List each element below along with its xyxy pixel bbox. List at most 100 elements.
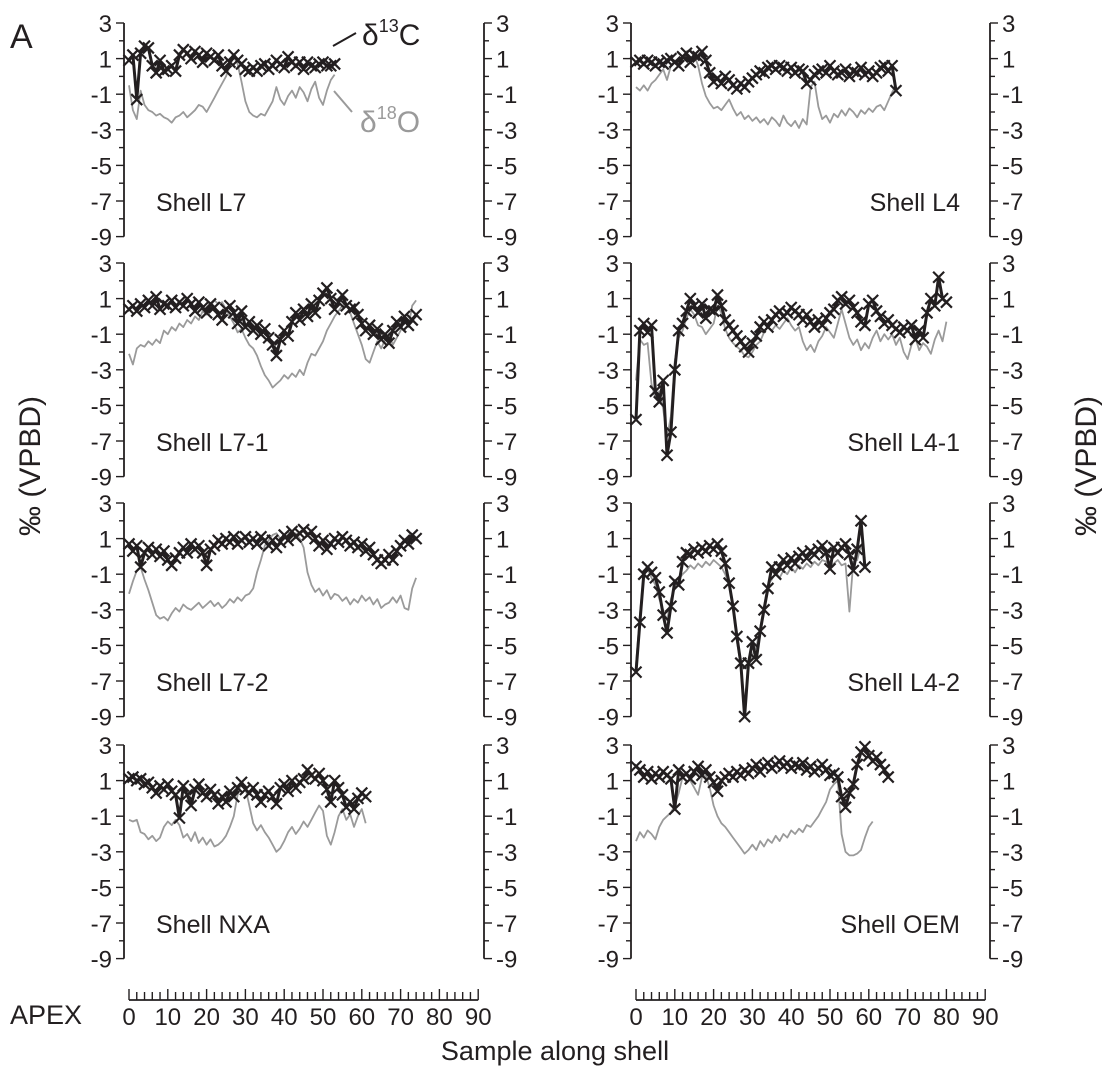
y-tick-label-right: -9 bbox=[1002, 225, 1023, 252]
d13c-point-marker bbox=[324, 59, 338, 72]
d13c-point-marker bbox=[726, 599, 740, 613]
d13c-point-marker bbox=[641, 54, 654, 67]
d13c-point-marker bbox=[645, 319, 658, 332]
d13c-point-marker bbox=[347, 802, 361, 816]
y-tick-label-right: -3 bbox=[496, 358, 517, 385]
y-tick-label-right: -5 bbox=[1002, 633, 1023, 660]
y-tick-label-left: -5 bbox=[91, 153, 112, 180]
x-tick-label: 80 bbox=[426, 1004, 453, 1031]
y-tick-label-right: 1 bbox=[496, 769, 509, 796]
y-tick-label-left: -3 bbox=[598, 598, 619, 625]
d13c-point-marker bbox=[633, 615, 647, 629]
y-tick-label-left: -7 bbox=[91, 669, 112, 696]
y-tick-label-left: -9 bbox=[598, 705, 619, 732]
y-tick-label-left: -3 bbox=[91, 598, 112, 625]
d13c-point-marker bbox=[305, 525, 318, 538]
panel-shell-l7: 3 3 1 1 -1 -1 -3 -3 -5 -5 -7 -7 -9 -9 Shell L7 bbox=[91, 11, 518, 252]
d13c-point-marker bbox=[850, 758, 864, 771]
y-tick-label-left: -1 bbox=[598, 82, 619, 109]
x-axis-right: 0 10 20 30 40 50 60 70 80 90 bbox=[629, 989, 999, 1031]
d13c-point-marker bbox=[680, 304, 693, 318]
d13c-point-marker bbox=[885, 59, 899, 72]
d13c-point-marker bbox=[711, 785, 724, 798]
d13c-point-marker bbox=[347, 301, 361, 314]
series-d13c-line bbox=[634, 519, 867, 719]
d13c-point-marker bbox=[660, 448, 674, 462]
d13c-point-marker bbox=[235, 776, 248, 789]
y-tick-label-left: -3 bbox=[598, 358, 619, 385]
d13c-point-marker bbox=[854, 61, 868, 74]
y-tick-label-left: -3 bbox=[91, 118, 112, 145]
y-tick-label-right: -1 bbox=[496, 82, 517, 109]
y-tick-label-left: 3 bbox=[99, 251, 112, 278]
y-tick-label-right: -3 bbox=[496, 840, 517, 867]
d13c-point-marker bbox=[742, 345, 755, 359]
d13c-point-marker bbox=[660, 626, 674, 640]
d13c-point-marker bbox=[912, 324, 926, 337]
apex-label: APEX bbox=[10, 1000, 82, 1030]
d13c-point-marker bbox=[281, 329, 295, 343]
y-tick-label-right: -3 bbox=[1002, 358, 1023, 385]
d13c-point-marker bbox=[703, 303, 716, 316]
d13c-point-marker bbox=[687, 48, 701, 62]
d13c-point-marker bbox=[695, 45, 709, 58]
y-tick-label-right: 3 bbox=[496, 733, 509, 760]
d13c-point-marker bbox=[243, 315, 256, 329]
d13c-point-marker bbox=[796, 756, 810, 770]
d13c-point-marker bbox=[254, 795, 268, 809]
y-tick-label-left: 1 bbox=[606, 287, 619, 314]
y-tick-label-left: 3 bbox=[606, 733, 619, 760]
panel-title: Shell L7 bbox=[156, 189, 246, 217]
x-tick-label: 0 bbox=[629, 1004, 642, 1031]
d13c-point-marker bbox=[177, 779, 190, 793]
d13c-point-marker bbox=[157, 544, 171, 558]
d13c-point-marker bbox=[823, 562, 837, 576]
d13c-point-marker bbox=[157, 297, 171, 311]
y-tick-label-right: -9 bbox=[496, 225, 517, 252]
y-tick-label-left: 1 bbox=[606, 47, 619, 74]
d13c-point-marker bbox=[668, 363, 682, 377]
y-tick-label-left: -9 bbox=[91, 947, 112, 974]
y-axis-label-left: ‰ (VPBD) bbox=[14, 396, 47, 536]
d13c-point-marker bbox=[398, 310, 411, 323]
d13c-point-marker bbox=[277, 777, 291, 791]
y-tick-label-right: -7 bbox=[1002, 911, 1023, 938]
y-tick-label-right: -3 bbox=[496, 118, 517, 145]
d13c-point-marker bbox=[629, 665, 643, 679]
y-tick-label-left: 3 bbox=[606, 491, 619, 518]
d13c-point-marker bbox=[746, 336, 759, 350]
d13c-point-marker bbox=[680, 546, 693, 560]
y-tick-label-left: 3 bbox=[99, 733, 112, 760]
y-tick-label-left: 3 bbox=[99, 11, 112, 38]
d13c-point-marker bbox=[715, 77, 728, 90]
d13c-point-marker bbox=[711, 537, 724, 551]
y-tick-label-right: -9 bbox=[1002, 465, 1023, 492]
d13c-point-marker bbox=[266, 338, 279, 352]
panel-title: Shell L4-1 bbox=[847, 429, 960, 457]
d13c-point-marker bbox=[270, 349, 283, 362]
d13c-point-marker bbox=[649, 384, 662, 398]
x-axis-title: Sample along shell bbox=[441, 1036, 669, 1066]
y-tick-label-left: -3 bbox=[598, 840, 619, 867]
y-tick-label-right: 3 bbox=[496, 11, 509, 38]
d13c-point-marker bbox=[134, 46, 147, 60]
y-tick-label-right: 3 bbox=[1002, 733, 1015, 760]
d13c-point-marker bbox=[312, 294, 326, 307]
y-tick-label-left: -7 bbox=[91, 189, 112, 216]
panel-shell-l7-2: 3 3 1 1 -1 -1 -3 -3 -5 -5 -7 -7 -9 -9 Shell L7-2 bbox=[91, 491, 518, 732]
y-tick-label-right: -7 bbox=[1002, 189, 1023, 216]
d13c-point-marker bbox=[343, 303, 357, 316]
y-tick-label-right: 1 bbox=[1002, 769, 1015, 796]
y-tick-label-right: -1 bbox=[1002, 82, 1023, 109]
y-tick-label-right: -1 bbox=[1002, 804, 1023, 831]
y-tick-label-left: 1 bbox=[99, 527, 112, 554]
d13c-point-marker bbox=[738, 710, 751, 723]
y-tick-label-right: -7 bbox=[1002, 669, 1023, 696]
panel-title: Shell L4 bbox=[870, 189, 960, 217]
d13c-point-marker bbox=[850, 543, 864, 556]
d13c-point-marker bbox=[328, 774, 341, 787]
panel-title: Shell NXA bbox=[156, 911, 270, 939]
d13c-point-marker bbox=[382, 336, 396, 350]
d13c-point-marker bbox=[343, 795, 357, 809]
d13c-point-marker bbox=[672, 578, 685, 592]
